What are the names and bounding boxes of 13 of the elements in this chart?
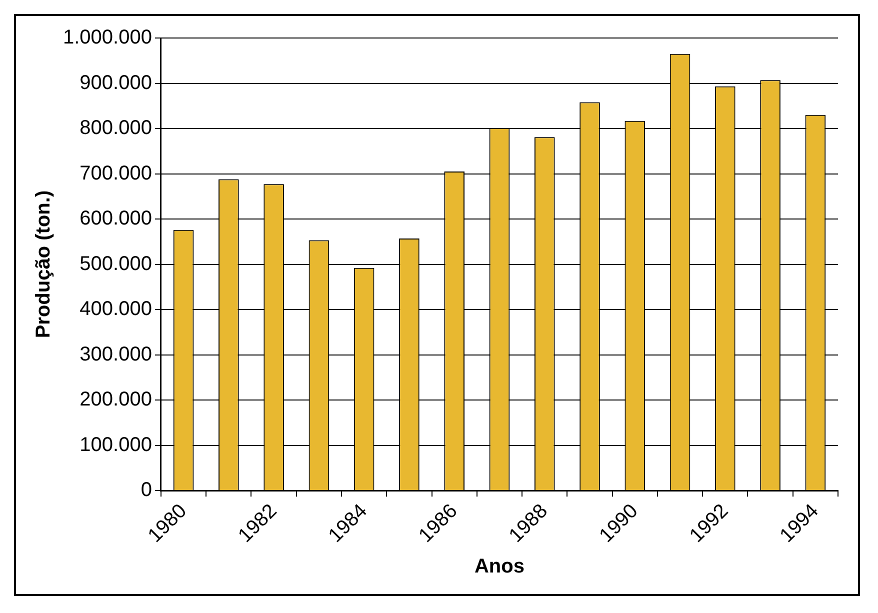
y-tick-label: 600.000 — [80, 208, 152, 230]
y-axis-title: Produção (ton.) — [32, 190, 55, 338]
y-tick-label: 0 — [140, 479, 152, 502]
y-tick-label: 200.000 — [80, 388, 152, 411]
x-axis-title: Anos — [474, 556, 524, 578]
y-tick-label: 800.000 — [80, 117, 152, 140]
y-tick-label: 1.000.000 — [62, 26, 152, 49]
y-tick-label: 500.000 — [80, 252, 152, 275]
y-tick-label: 300.000 — [80, 343, 152, 366]
y-tick-label: 900.000 — [80, 72, 152, 94]
y-tick-label: 400.000 — [80, 298, 152, 320]
y-tick-label: 100.000 — [80, 434, 152, 456]
y-tick-label: 700.000 — [80, 162, 152, 184]
